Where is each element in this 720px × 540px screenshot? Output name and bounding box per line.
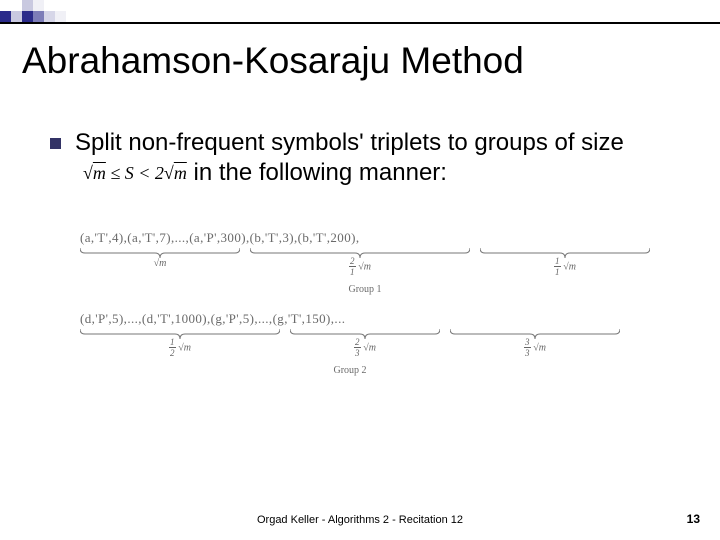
brace-row-2: 12 √m 23 √m 33 √m (80, 329, 660, 363)
bullet-item: Split non-frequent symbols' triplets to … (50, 128, 690, 188)
page-number: 13 (687, 512, 700, 526)
size-bound-math: √m√m ≤ S < 2√m (75, 162, 187, 185)
triplet-diagram: (a,'T',4),(a,'T',7),...,(a,'P',300),(b,'… (80, 230, 660, 376)
brace-2c: 33 √m (450, 329, 620, 358)
deco-sq (22, 0, 33, 11)
brace-1a: √m (80, 248, 240, 269)
bullet-post: in the following manner: (193, 159, 446, 186)
brace-2a: 12 √m (80, 329, 280, 358)
group-1-label: Group 1 (80, 284, 650, 295)
group-2-label: Group 2 (80, 365, 620, 376)
brace-row-1: √m 21 √m 11 √m (80, 248, 660, 282)
bullet-text: Split non-frequent symbols' triplets to … (75, 128, 690, 188)
slide-title: Abrahamson-Kosaraju Method (22, 40, 524, 82)
deco-sq (33, 0, 44, 11)
deco-sq (11, 11, 22, 22)
brace-1b: 21 √m (250, 248, 470, 277)
top-decoration (0, 0, 720, 22)
triplet-row-2: (d,'P',5),...,(d,'T',1000),(g,'P',5),...… (80, 311, 660, 327)
triplet-row-1: (a,'T',4),(a,'T',7),...,(a,'P',300),(b,'… (80, 230, 660, 246)
deco-sq (0, 11, 11, 22)
brace-2b: 23 √m (290, 329, 440, 358)
top-rule (0, 22, 720, 24)
brace-1c: 11 √m (480, 248, 650, 277)
bullet-pre: Split non-frequent symbols' triplets to … (75, 129, 624, 156)
bullet-icon (50, 138, 61, 149)
deco-sq (33, 11, 44, 22)
footer-center: Orgad Keller - Algorithms 2 - Recitation… (257, 514, 463, 526)
deco-sq (44, 11, 55, 22)
deco-sq (22, 11, 33, 22)
deco-sq (55, 11, 66, 22)
math-op: ≤ S < (110, 163, 155, 183)
slide-body: Split non-frequent symbols' triplets to … (50, 128, 690, 188)
